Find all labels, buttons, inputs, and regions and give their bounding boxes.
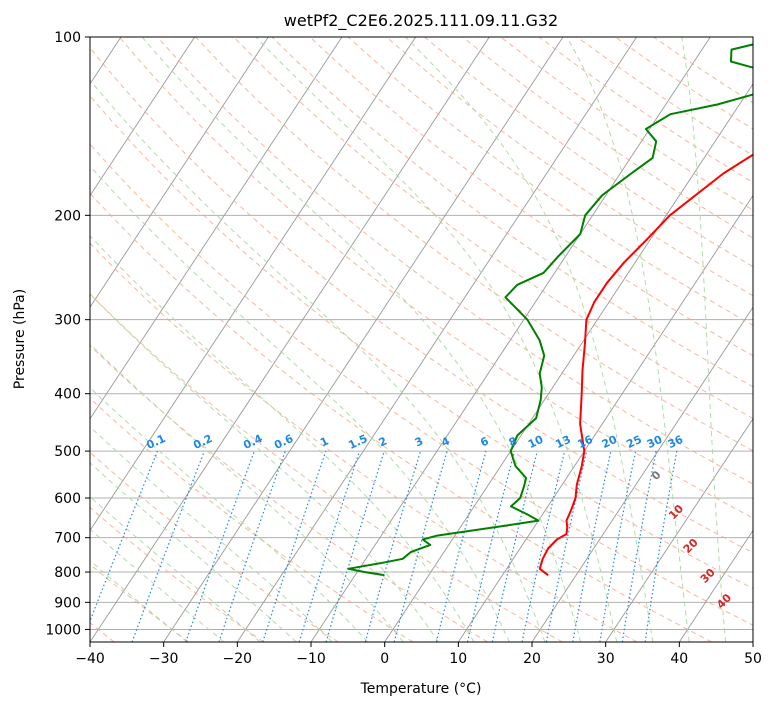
profile-lines [347,43,753,577]
mixing-ratio-label: 20 [600,433,620,451]
mixing-ratio-line [218,450,286,642]
x-tick-label: −30 [149,651,179,667]
mixing-ratio-line [466,450,516,642]
mixing-ratio-line [393,450,448,642]
moist-adiabat-line [90,496,261,642]
plot-frame [89,36,754,643]
y-tick-label: 700 [54,531,81,547]
x-tick-label: 20 [523,651,541,667]
dry-adiabat-line [118,37,753,519]
moist-adiabat-line [90,343,404,642]
moist-adiabat-line [141,37,582,642]
x-tick-label: 50 [744,651,762,667]
x-tick-label: 0 [380,651,389,667]
x-tick-label: 10 [449,651,467,667]
y-tick-label: 200 [54,208,81,224]
dewpoint-profile-line [347,43,753,577]
mixing-ratio-label: 25 [624,433,643,451]
moist-adiabat-line [681,37,726,642]
dry-adiabat-line [90,242,638,642]
mixing-ratio-line [491,450,538,642]
isotherm-line [678,529,753,642]
mixing-ratio-line [364,450,422,642]
dry-adiabat-line [157,37,753,485]
pressure-gridlines [90,37,753,630]
y-tick-label: 600 [54,491,81,507]
y-tick-label: 400 [54,387,81,403]
dry-adiabat-line [90,344,488,642]
isotherm-line [90,37,269,308]
y-axis-ticks: 100 200 300 400 500 600 700 800 900 1000 [45,30,90,638]
dry-adiabat-line [90,95,753,590]
moist-adiabats [90,37,726,642]
moist-adiabat-line [90,559,188,642]
y-tick-label: 900 [54,595,81,611]
x-tick-label: 40 [670,651,688,667]
mixing-ratio-line [262,450,327,642]
mixing-ratio-line [521,450,566,642]
moist-adiabat-line [90,426,333,642]
x-tick-label: −10 [296,651,326,667]
y-tick-label: 800 [54,565,81,581]
mixing-ratio-line [325,450,385,642]
isotherm-line [90,37,343,420]
moist-adiabat-line [566,37,690,642]
isotherm-line [605,417,753,642]
dry-adiabat-line [90,192,712,642]
dry-adiabat-line [309,37,753,357]
dry-adiabat-line [90,143,753,626]
mixing-ratio-line [90,450,159,623]
mixing-ratio-label: 30 [645,433,665,451]
mixing-ratio-line [298,450,361,642]
isotherm-line [457,194,753,642]
mixing-ratio-label: 16 [576,433,596,451]
moist-adiabat-line [90,235,475,642]
chart-title: wetPf2_C2E6.2025.111.09.11.G32 [284,11,558,31]
dry-adiabat-line [90,506,264,642]
moist-adiabat-line [90,462,297,642]
x-axis-ticks: −40 −30 −20 −10 0 10 20 30 40 50 [75,642,762,667]
mixing-ratio-line [435,450,487,642]
moist-adiabat-line [405,37,654,642]
mixing-ratio-line [131,450,205,642]
isotherm-line [236,37,638,642]
x-tick-label: −20 [223,651,253,667]
moist-adiabat-line [90,386,368,642]
mixing-ratio-label: 10 [526,433,546,451]
mixing-ratio-label: 13 [553,433,572,451]
isotherm-line [90,37,417,532]
temperature-profile-line [538,153,753,576]
y-tick-label: 500 [54,444,81,460]
mixing-ratio-label: 36 [666,433,686,451]
dry-adiabat-line [386,37,753,297]
moist-adiabat-line [90,79,546,642]
y-tick-label: 1000 [45,622,81,638]
mixing-ratio-line [185,450,255,642]
isotherm-line [90,37,490,642]
y-tick-label: 100 [54,30,81,46]
dry-adiabat-line [233,37,753,419]
isotherm-line [90,37,196,197]
y-axis-title: Pressure (hPa) [12,289,28,389]
mixing-ratio-lines [90,450,678,642]
x-tick-label: 30 [597,651,615,667]
x-axis-title: Temperature (°C) [360,681,482,697]
dry-adiabat-line [90,293,563,642]
moist-adiabat-line [90,165,510,642]
y-tick-label: 300 [54,313,81,329]
x-tick-label: −40 [75,651,105,667]
isotherm-line [531,306,753,642]
